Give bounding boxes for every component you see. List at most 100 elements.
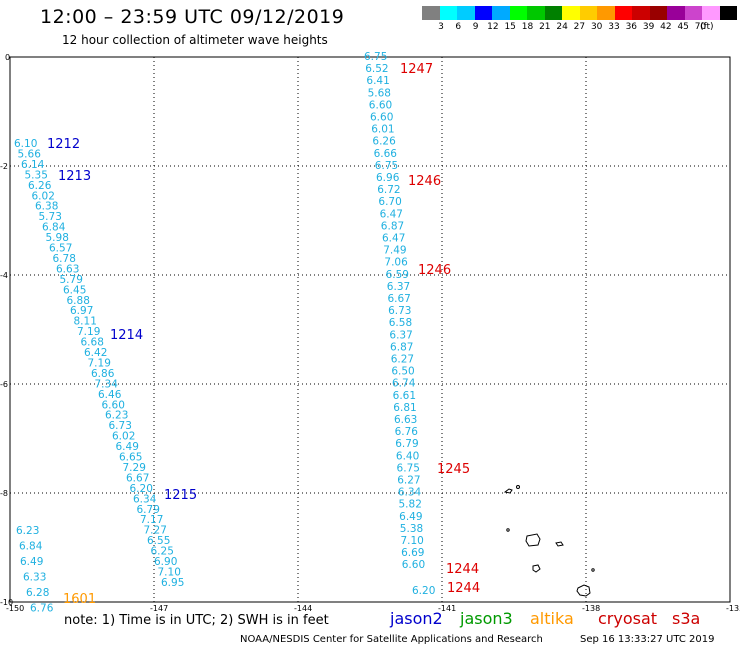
right-track-value: 5.38 [400, 523, 423, 535]
grid-lines [10, 57, 730, 602]
right-track-value: 6.20 [412, 585, 435, 597]
x-tick-label: -144 [294, 604, 312, 613]
colorbar-swatch [667, 6, 685, 20]
x-tick-label: -150 [6, 604, 24, 613]
left-bottom-value: 6.33 [23, 572, 46, 584]
x-tick-label: -135 [726, 604, 740, 613]
colorbar-label: 9 [472, 22, 479, 32]
map-title: 12:00 – 23:59 UTC 09/12/2019 [40, 6, 345, 28]
right-track-value: 6.41 [366, 75, 389, 87]
left-bottom-value: 6.23 [16, 525, 39, 537]
right-track-value: 6.47 [380, 208, 403, 220]
pass-label: 1244 [447, 581, 480, 596]
colorbar-swatch [614, 6, 632, 20]
colorbar [422, 6, 737, 20]
left-bottom-value: 6.49 [20, 556, 43, 568]
y-tick-label: -10 [0, 598, 13, 607]
right-track-value: 6.37 [387, 281, 410, 293]
left-track-value: 7.19 [77, 326, 100, 338]
colorbar-label: 39 [642, 22, 655, 32]
right-track-value: 6.34 [398, 487, 422, 499]
colorbar-swatch [632, 6, 650, 20]
colorbar-unit: (ft) [700, 22, 714, 32]
right-track-value: 6.87 [390, 341, 413, 353]
y-tick-label: 0 [5, 53, 10, 62]
left-track-value: 6.88 [67, 295, 90, 307]
colorbar-label: 18 [521, 22, 534, 32]
island-shape [555, 541, 564, 547]
left-track-value: 6.97 [70, 305, 93, 317]
pass-label: 1245 [437, 462, 470, 477]
x-tick-label: -138 [582, 604, 600, 613]
left-track-value: 6.02 [32, 190, 55, 202]
legend-entry: cryosat [598, 609, 658, 628]
left-track-value: 6.86 [91, 368, 115, 380]
colorbar-swatch [544, 6, 562, 20]
left-track-value: 5.79 [60, 274, 83, 286]
island-shape [506, 528, 510, 532]
axis-ticks: -150 -147 -144 -141 -138 -135 0 -2 -4 -6 -8 -10 [0, 53, 740, 613]
left-bottom-value: 6.28 [26, 587, 49, 599]
island-shape [525, 533, 541, 547]
right-track-value: 6.75 [364, 51, 387, 63]
legend-entry: altika [530, 609, 574, 628]
colorbar-swatch [474, 6, 492, 20]
island-shape [591, 568, 595, 572]
y-tick-label: -8 [0, 489, 8, 498]
left-track-value: 6.23 [105, 410, 128, 422]
left-track-value: 6.25 [151, 546, 174, 558]
right-track-value: 6.26 [372, 136, 396, 148]
pass-label: 1213 [58, 169, 91, 184]
pass-label: 1212 [47, 137, 80, 152]
footer-credit: NOAA/NESDIS Center for Satellite Applica… [240, 634, 543, 645]
left-track-value: 6.73 [109, 420, 132, 432]
left-track-value: 6.90 [154, 556, 177, 568]
pass-label: 1601 [63, 592, 96, 607]
right-track-value: 6.87 [381, 220, 404, 232]
colorbar-swatch [597, 6, 615, 20]
colorbar-label: 30 [590, 22, 603, 32]
legend-entry: jason3 [460, 609, 513, 628]
left-track-value: 7.10 [158, 566, 181, 578]
left-track-value: 7.29 [123, 462, 146, 474]
x-tick-label: -147 [150, 604, 168, 613]
colorbar-label: 15 [504, 22, 516, 32]
left-track-value: 6.02 [112, 431, 135, 443]
colorbar-swatch [509, 6, 527, 20]
right-track-value: 6.61 [393, 390, 416, 402]
right-track-value: 6.60 [402, 559, 425, 571]
y-tick-label: -4 [0, 271, 8, 280]
right-track-value: 6.69 [401, 547, 424, 559]
left-track-value: 6.57 [49, 243, 72, 255]
colorbar-label: 70 [694, 22, 707, 32]
colorbar-swatch [579, 6, 597, 20]
left-track-value: 5.73 [39, 211, 62, 223]
island-shape [576, 584, 591, 597]
right-track-value: 6.96 [376, 172, 400, 184]
right-track-value: 6.40 [396, 450, 419, 462]
map-subtitle: 12 hour collection of altimeter wave hei… [62, 33, 328, 47]
left-track-value: 6.79 [137, 504, 160, 516]
left-track-value: 6.38 [35, 201, 58, 213]
left-track-value: 6.67 [126, 472, 149, 484]
right-track-value: 6.60 [370, 112, 393, 124]
right-track-value: 6.49 [399, 511, 422, 523]
legend-entry: s3a [672, 609, 701, 628]
right-track-value: 6.74 [392, 378, 416, 390]
plot-frame [9, 56, 731, 603]
left-bottom-value: 6.76 [30, 603, 54, 615]
colorbar-swatch [439, 6, 457, 20]
x-tick-label: -141 [438, 604, 456, 613]
colorbar-swatch [719, 6, 737, 20]
left-track-value: 6.14 [21, 159, 45, 171]
colorbar-label: 21 [539, 22, 551, 32]
left-track-value: 7.17 [140, 514, 163, 526]
right-track-value: 6.75 [375, 160, 398, 172]
colorbar-swatch [702, 6, 720, 20]
left-track-value: 6.78 [53, 253, 76, 265]
right-track-value: 6.75 [397, 462, 420, 474]
pass-label: 1244 [446, 562, 479, 577]
colorbar-label: 45 [677, 22, 689, 32]
colorbar-label: 36 [625, 22, 638, 32]
